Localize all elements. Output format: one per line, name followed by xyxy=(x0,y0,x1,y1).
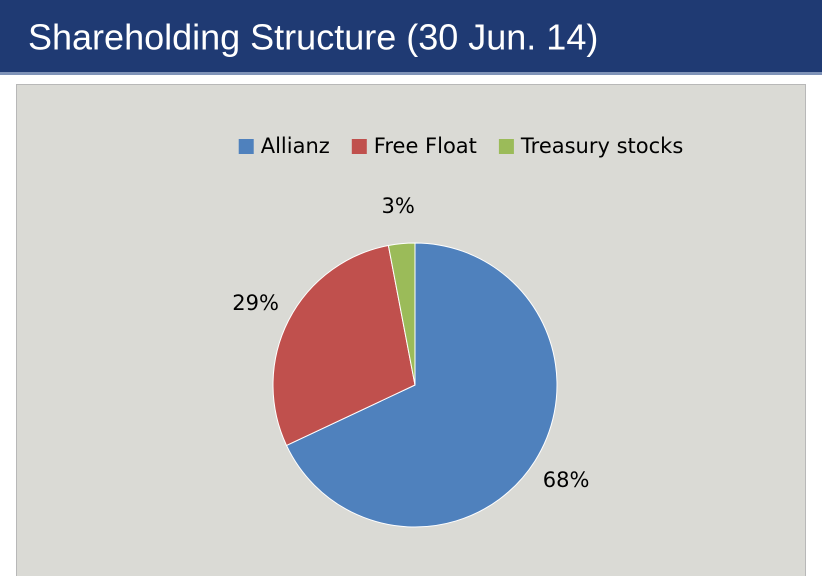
header-band xyxy=(0,0,822,72)
pie-slice xyxy=(285,242,558,528)
legend-swatch xyxy=(351,139,367,154)
legend-label: Treasury stocks xyxy=(520,134,683,158)
legend-swatch xyxy=(498,139,514,154)
legend-label: Allianz xyxy=(261,134,330,158)
legend-label: Free Float xyxy=(374,134,477,158)
pie-slice xyxy=(387,242,416,386)
chart-title: Shareholding Structure (30 Jun. 14) xyxy=(28,17,598,58)
data-label: 68% xyxy=(543,468,590,492)
pie-slice xyxy=(272,244,416,447)
data-label: 3% xyxy=(381,194,414,218)
legend-swatch xyxy=(238,139,254,154)
header-rule xyxy=(0,72,822,75)
data-label: 29% xyxy=(232,291,279,315)
